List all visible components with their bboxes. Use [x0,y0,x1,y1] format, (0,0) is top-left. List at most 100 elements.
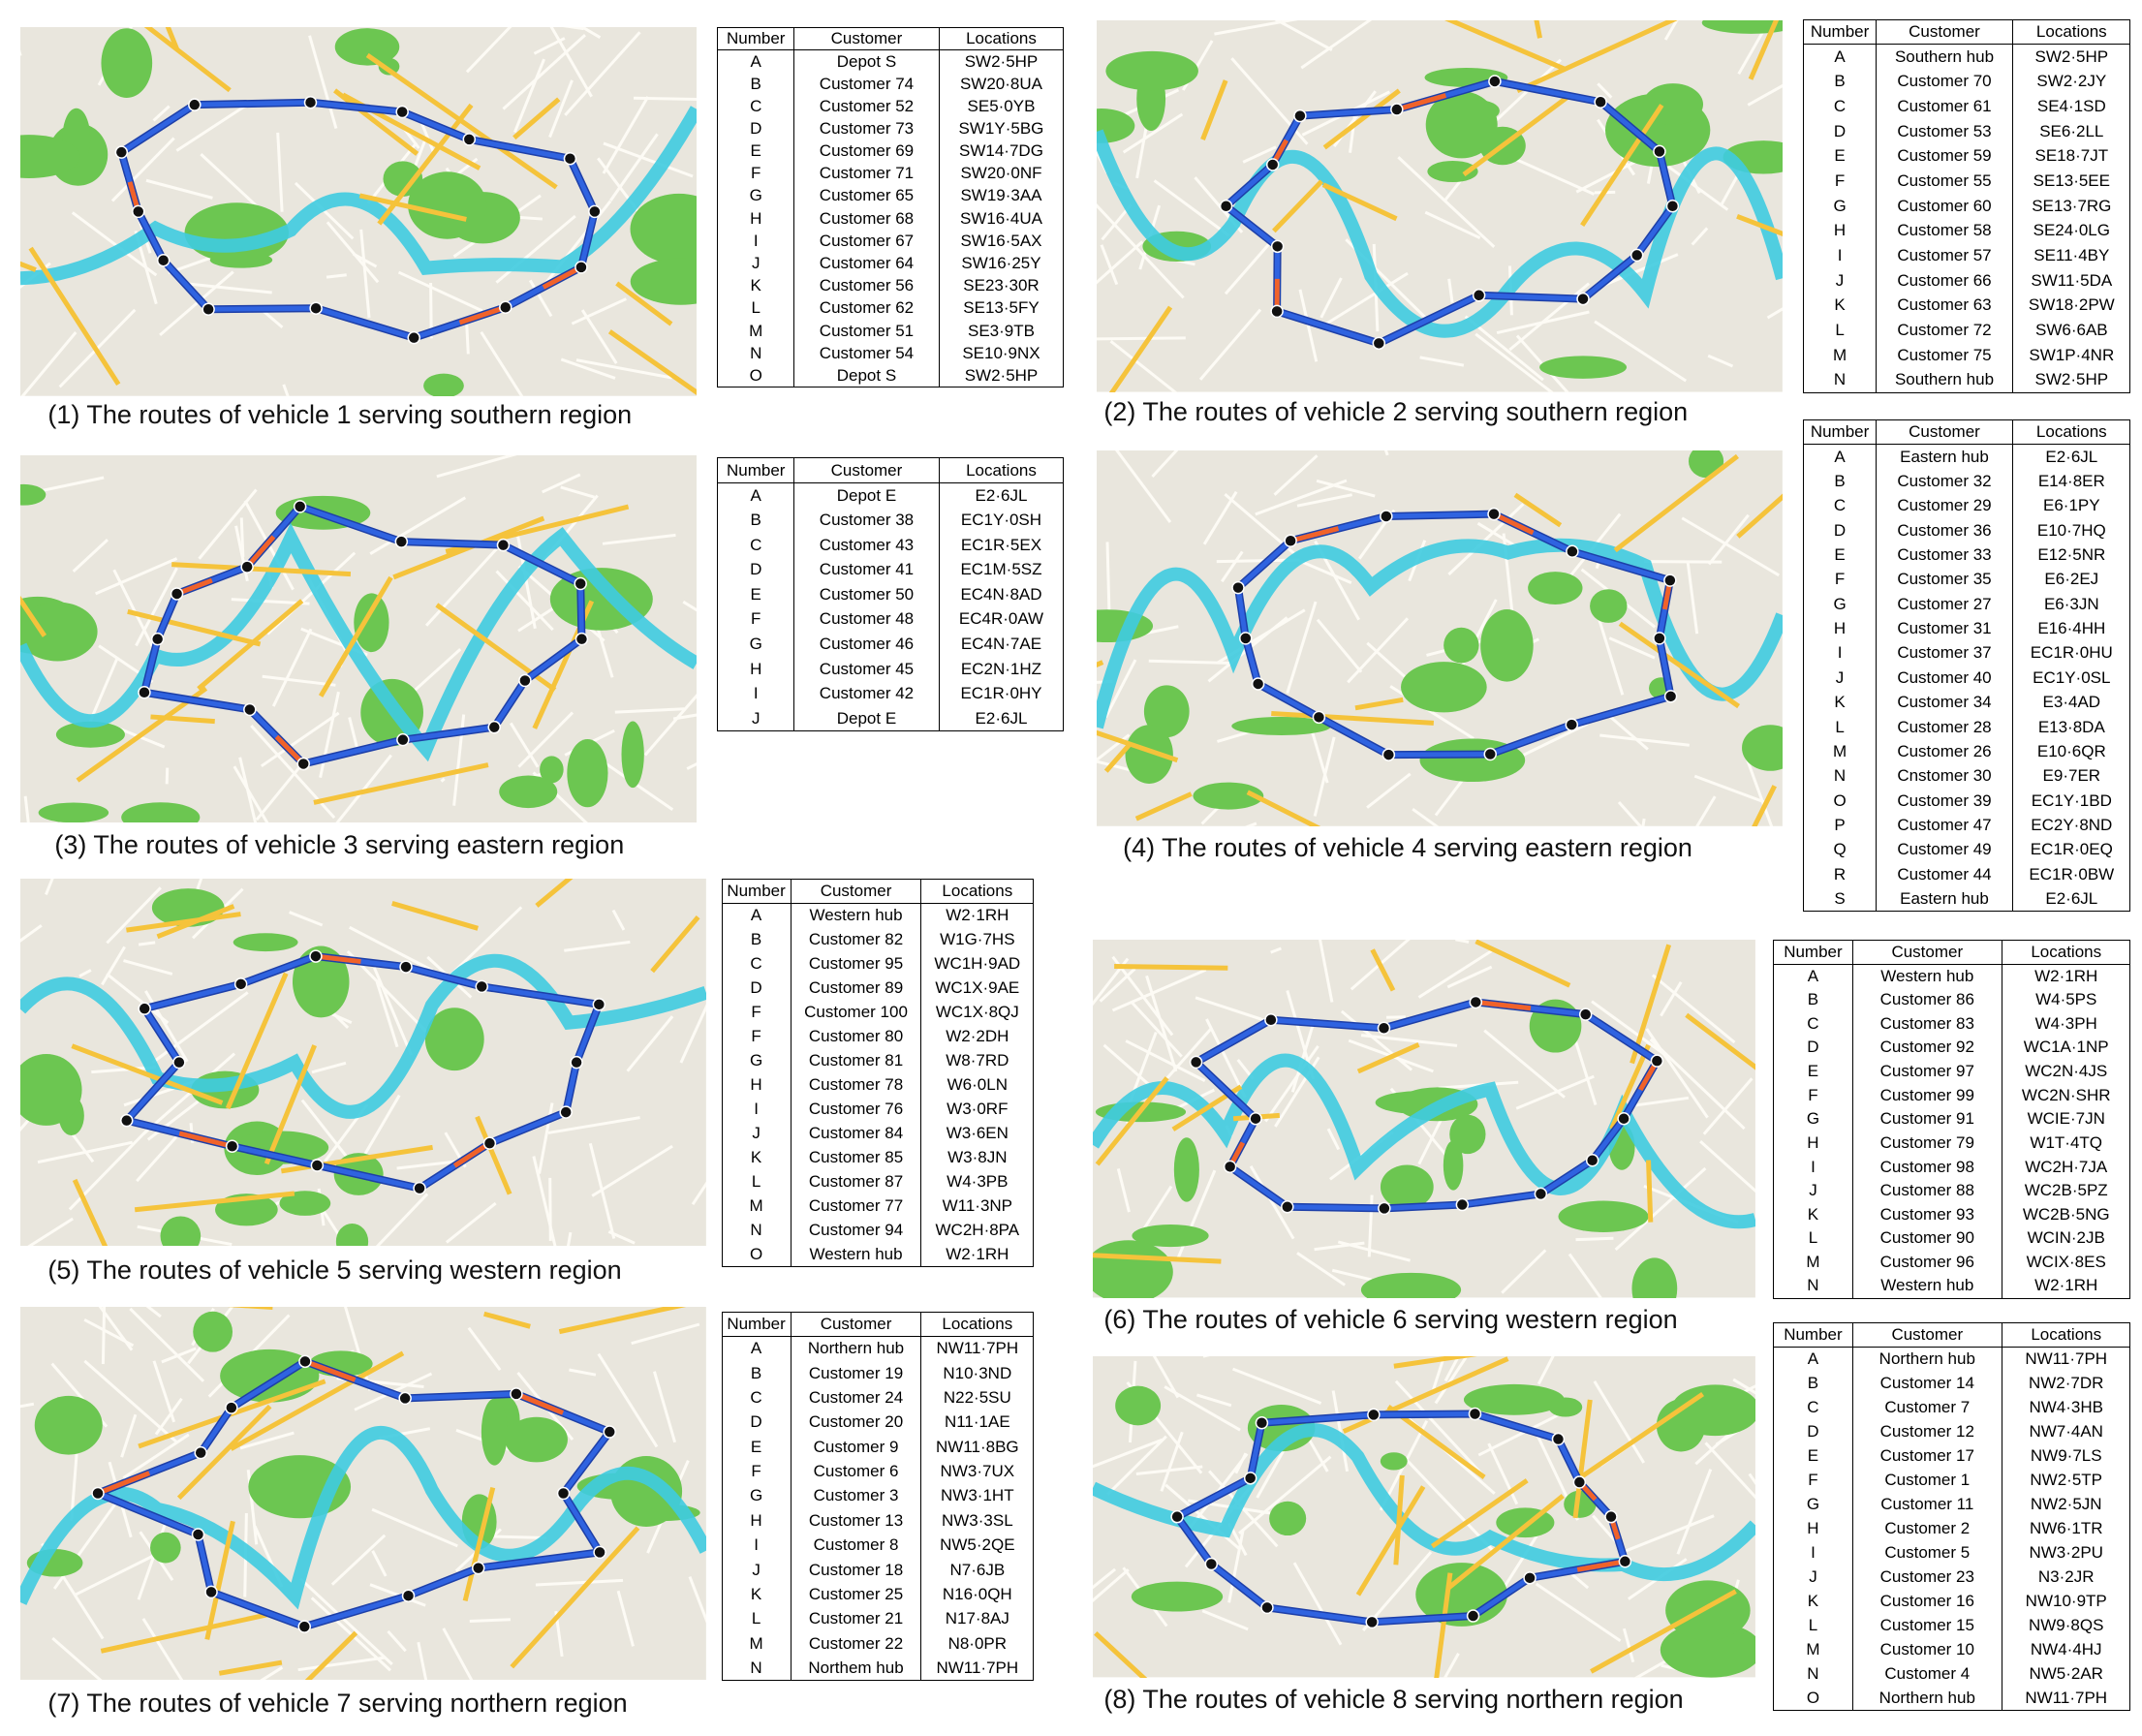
minor-road [1431,1356,1446,1394]
minor-road [532,1155,557,1246]
table-cell: W2·1RH [2001,964,2131,988]
table-cell: NW5·2QE [920,1533,1035,1558]
table-cell: WC2H·8PA [920,1218,1035,1243]
table-cell: I [1803,243,1877,268]
major-road [1393,1474,1405,1566]
minor-road [1299,560,1352,585]
table-cell: O [1773,1686,1853,1711]
park [1463,1384,1565,1415]
table-cell: Customer 42 [793,681,940,707]
stop-marker [593,1546,606,1560]
minor-road [129,1308,205,1383]
table-cell: Customer 26 [1875,739,2014,764]
table-row: E Customer 9 NW11·8BG [721,1435,1035,1460]
table-cell: SW16·25Y [938,252,1065,275]
table-row: O Depot S SW2·5HP [717,364,1065,388]
minor-road [1614,1167,1707,1252]
table-cell: C [717,95,795,118]
minor-road [1660,981,1683,1017]
table-row: G Customer 3 NW3·1HT [721,1483,1035,1509]
stop-marker [1249,1112,1262,1126]
table-cell: Customer 39 [1875,789,2014,814]
stop-marker [592,997,606,1011]
table-cell: EC4N·8AD [938,582,1065,607]
minor-road [1152,1356,1180,1399]
table-cell: Customer 61 [1875,94,2014,119]
park [20,602,98,662]
table-cell: W3·6EN [920,1121,1035,1146]
minor-road [1296,1252,1347,1286]
table-cell: Customer 22 [790,1631,922,1657]
table-row: K Customer 63 SW18·2PW [1803,293,2131,319]
park [408,171,487,239]
minor-road [1702,1077,1754,1135]
minor-road [135,567,179,646]
stop-marker [1378,1201,1391,1216]
minor-road [495,215,576,284]
major-road [1393,1356,1477,1369]
table-cell: M [1773,1637,1853,1662]
table-cell: SW1P·4NR [2012,342,2131,368]
stop-table: Number Customer Locations A Eastern hub E2·6J… [1803,418,2131,913]
minor-road [1593,1380,1646,1464]
congested-segment [245,534,276,569]
stop-marker [1650,1054,1664,1069]
table-cell: K [1773,1202,1853,1227]
table-row: G Customer 27 E6·3JN [1803,592,2131,617]
table-cell: Customer 51 [793,319,940,343]
major-road [150,713,216,724]
minor-road [326,221,380,284]
stop-marker [151,632,165,645]
table-cell: Northern hub [790,1336,922,1361]
major-road [1114,964,1228,971]
table-cell: Customer 92 [1851,1036,2002,1060]
caption: (3) The routes of vehicle 3 serving east… [54,830,625,860]
table-row: I Customer 8 NW5·2QE [721,1533,1035,1558]
header-cell: Customer [790,879,922,904]
stop-marker [1243,1472,1257,1485]
minor-road [1125,1039,1206,1083]
table-row: N Cnstomer 30 E9·7ER [1803,763,2131,790]
table-cell: H [1773,1131,1853,1156]
table-cell: K [1803,293,1877,319]
minor-road [691,1181,706,1205]
minor-road [297,1656,387,1672]
table-cell: Customer 88 [1851,1178,2002,1203]
table-cell: P [1803,813,1877,838]
minor-road [1123,112,1184,154]
stop-marker [243,702,257,716]
minor-road [1300,20,1373,70]
table-cell: E14·8ER [2012,469,2131,494]
minor-road [575,358,673,380]
minor-road [1687,562,1699,635]
minor-road [1203,491,1238,545]
major-road [558,1307,687,1335]
stop-marker [1618,1555,1632,1568]
table-cell: EC2Y·8ND [2012,813,2131,838]
minor-road [1477,1412,1561,1457]
stop-marker [1189,1055,1203,1070]
park [121,801,201,822]
table-row: D Customer 73 SW1Y·5BG [717,117,1065,140]
minor-road [465,27,512,74]
table-row: M Customer 22 N8·0PR [721,1631,1035,1657]
congested-segment [542,264,583,290]
header-cell: Number [1803,19,1877,46]
table-row: N Customer 4 NW5·2AR [1773,1661,2131,1687]
table-cell: E10·6QR [2012,739,2131,764]
major-road [1322,182,1398,222]
table-row: L Customer 15 NW9·8QS [1773,1613,2131,1638]
minor-road [1349,110,1357,153]
table-cell: F [717,606,795,633]
stop-marker [1271,239,1285,254]
table-cell: Customer 71 [793,162,940,185]
table-cell: EC1R·5EX [938,532,1065,558]
stop-marker [1523,1571,1537,1585]
table-cell: Customer 29 [1875,493,2014,518]
caption: (8) The routes of vehicle 8 serving nort… [1103,1684,1684,1714]
table-cell: J [721,1557,792,1583]
table-cell: W2·1RH [920,1242,1035,1267]
table-row: C Customer 61 SE4·1SD [1803,94,2131,119]
header-cell: Number [1773,1322,1853,1348]
table-cell: N7·6JB [920,1557,1035,1583]
